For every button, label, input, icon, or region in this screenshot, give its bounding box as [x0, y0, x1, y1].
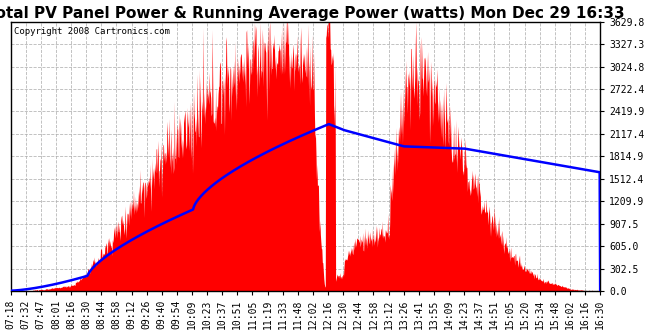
Text: Copyright 2008 Cartronics.com: Copyright 2008 Cartronics.com [14, 27, 170, 36]
Title: Total PV Panel Power & Running Average Power (watts) Mon Dec 29 16:33: Total PV Panel Power & Running Average P… [0, 6, 624, 20]
